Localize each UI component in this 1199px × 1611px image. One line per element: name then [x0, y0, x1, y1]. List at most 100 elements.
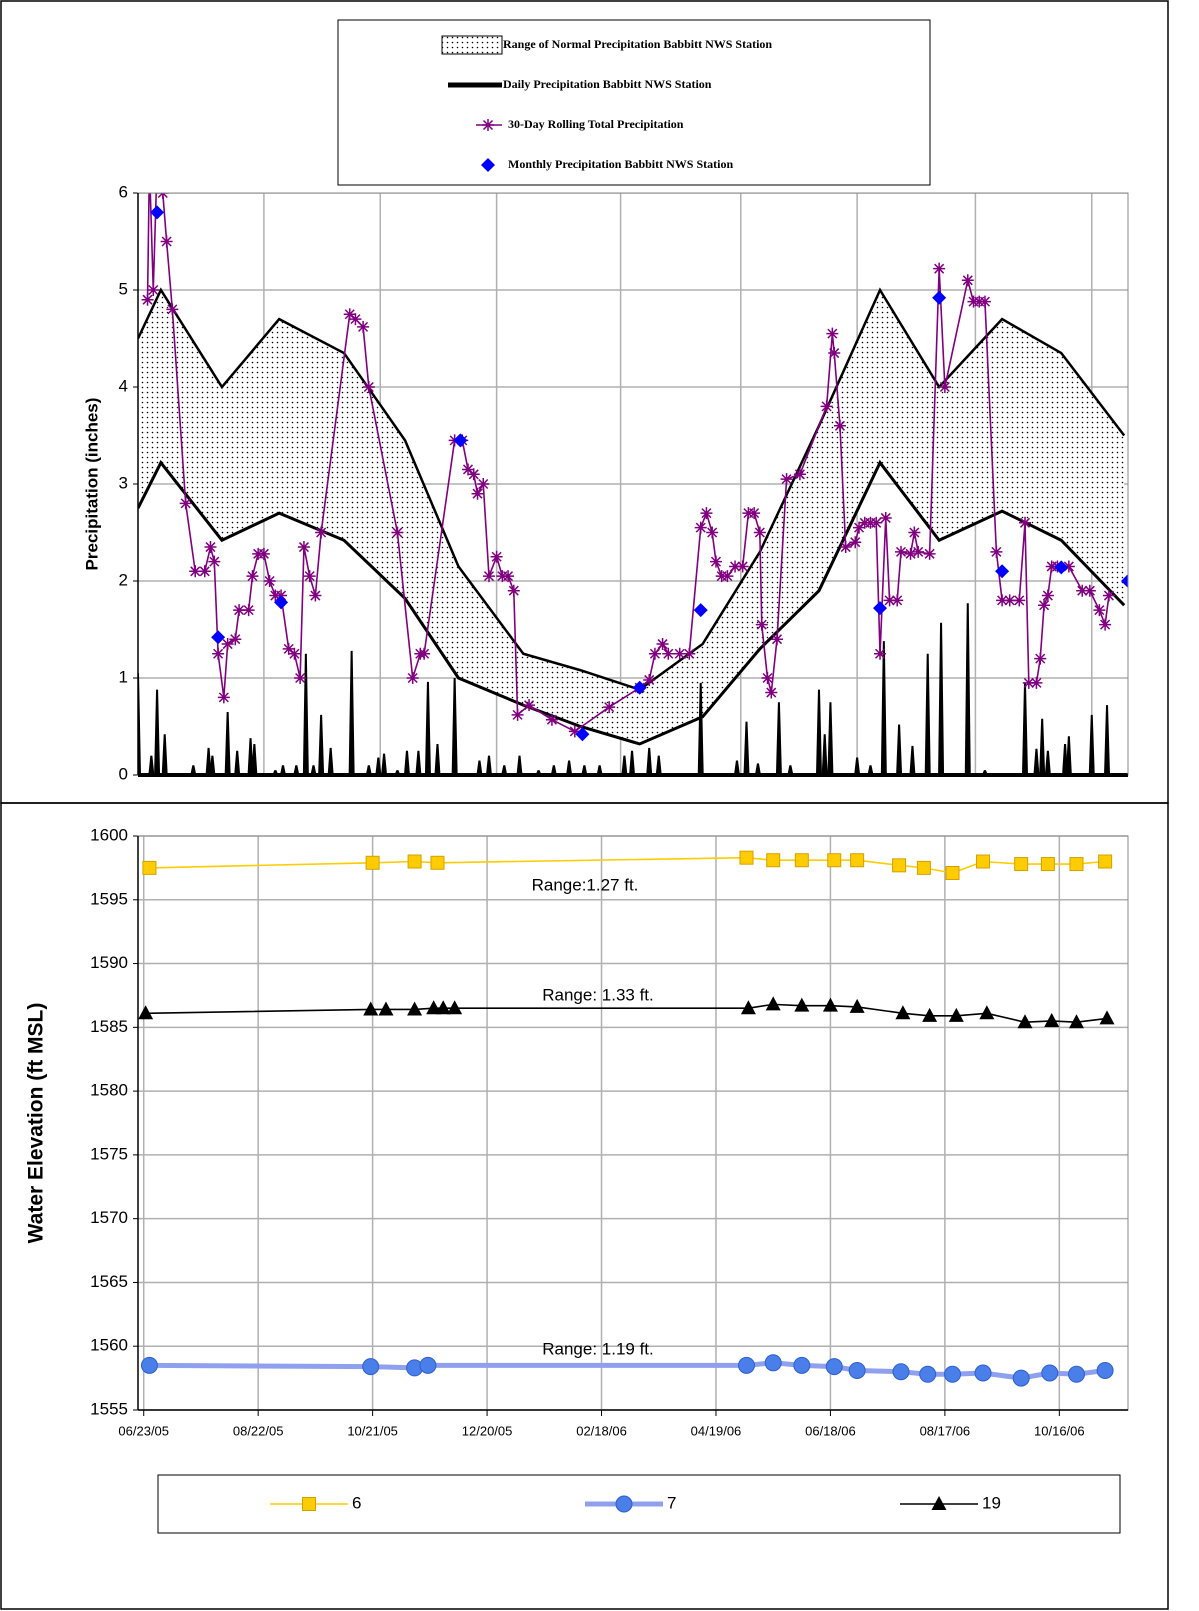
square-marker: [1069, 857, 1084, 872]
asterisk-marker: [490, 550, 503, 563]
y-tick-label: 0: [119, 764, 128, 783]
daily-spike: [754, 763, 761, 775]
asterisk-marker: [923, 547, 936, 560]
band-upper-edge: [138, 287, 1126, 692]
daily-spike: [909, 745, 916, 775]
y-tick-label: 1595: [90, 889, 128, 908]
asterisk-marker: [1076, 584, 1089, 597]
square-marker: [794, 853, 809, 868]
diamond-marker: [693, 603, 708, 618]
asterisk-marker: [467, 468, 480, 481]
circle-marker: [892, 1363, 910, 1381]
asterisk-marker: [309, 589, 322, 602]
asterisk-marker: [853, 521, 866, 534]
asterisk-marker: [765, 686, 778, 699]
asterisk-marker: [938, 381, 951, 393]
daily-spike: [302, 653, 309, 775]
daily-spike: [733, 760, 740, 775]
circle-marker: [1012, 1369, 1030, 1387]
triangle-marker: [765, 996, 781, 1011]
asterisk-marker: [1022, 676, 1035, 689]
asterisk-marker: [282, 642, 295, 655]
normal-range-band: [138, 290, 1125, 744]
asterisk-marker: [462, 463, 474, 476]
daily-spike: [381, 753, 388, 775]
diamond-marker: [150, 205, 165, 220]
daily-spike: [629, 750, 636, 775]
asterisk-marker: [233, 604, 246, 617]
asterisk-marker: [1102, 589, 1115, 602]
circle-marker: [1067, 1365, 1085, 1383]
asterisk-marker: [198, 565, 211, 578]
asterisk-marker: [839, 541, 852, 554]
triangle-marker: [922, 1007, 938, 1022]
square-marker: [827, 853, 842, 868]
daily-spike: [251, 743, 258, 775]
daily-spike: [1104, 705, 1111, 775]
asterisk-marker: [1083, 584, 1096, 597]
diamond-marker: [932, 290, 947, 305]
asterisk-marker: [1041, 589, 1054, 602]
daily-spike: [924, 653, 931, 775]
y-tick-label: 5: [119, 279, 128, 298]
asterisk-marker: [362, 381, 375, 393]
asterisk-marker: [189, 565, 202, 578]
asterisk-marker: [780, 473, 793, 486]
y-tick-label: 1600: [90, 825, 128, 844]
asterisk-marker: [511, 708, 524, 721]
square-marker: [850, 853, 865, 868]
asterisk-marker: [793, 468, 806, 481]
asterisk-marker: [1013, 594, 1026, 607]
square-marker: [892, 858, 907, 873]
range-annotation: Range:1.27 ft.: [532, 875, 639, 894]
asterisk-marker: [673, 647, 686, 660]
asterisk-marker: [217, 691, 230, 704]
asterisk-marker: [257, 547, 270, 560]
triangle-marker: [849, 998, 865, 1013]
asterisk-marker: [874, 647, 887, 660]
asterisk-marker: [1034, 652, 1047, 665]
range-annotation: Range: 1.19 ft.: [542, 1339, 654, 1358]
asterisk-marker: [303, 570, 316, 583]
daily-spike: [775, 702, 782, 775]
asterisk-marker: [656, 638, 669, 651]
asterisk-marker: [507, 584, 520, 597]
legend-label: 30-Day Rolling Total Precipitation: [508, 117, 684, 131]
triangle-marker: [138, 1005, 154, 1020]
square-marker: [1040, 857, 1055, 872]
asterisk-marker: [297, 541, 310, 554]
triangle-marker: [794, 997, 810, 1012]
daily-spike: [896, 724, 903, 775]
top-plot: [138, 158, 1128, 777]
circle-marker: [825, 1358, 843, 1376]
asterisk-marker: [545, 713, 558, 726]
daily-spike: [318, 714, 325, 775]
daily-spike: [224, 711, 231, 775]
circle-marker: [419, 1356, 437, 1374]
asterisk-marker: [212, 647, 225, 660]
triangle-marker: [378, 1001, 394, 1016]
diamond-marker: [453, 433, 468, 448]
asterisk-marker: [1003, 594, 1016, 607]
asterisk-marker: [263, 575, 276, 587]
legend-swatch: [441, 35, 503, 55]
asterisk-marker: [143, 158, 155, 170]
diamond-marker: [1054, 560, 1069, 575]
asterisk-marker: [1093, 604, 1106, 617]
triangle-marker: [407, 1001, 423, 1016]
daily-spike: [1044, 750, 1051, 775]
asterisk-marker: [603, 701, 616, 714]
daily-spike: [451, 678, 458, 775]
asterisk-marker: [229, 633, 242, 646]
y-tick-label: 2: [119, 570, 128, 589]
y-tick-label: 1560: [90, 1336, 128, 1355]
legend-label: Range of Normal Precipitation Babbitt NW…: [503, 37, 772, 51]
triangle-marker: [740, 1000, 756, 1015]
daily-spike: [485, 755, 492, 775]
circle-marker: [793, 1356, 811, 1374]
daily-spike: [394, 770, 401, 775]
square-marker: [1098, 854, 1113, 869]
asterisk-marker: [643, 673, 656, 686]
triangle-marker: [979, 1005, 995, 1020]
asterisk-marker: [826, 327, 839, 340]
